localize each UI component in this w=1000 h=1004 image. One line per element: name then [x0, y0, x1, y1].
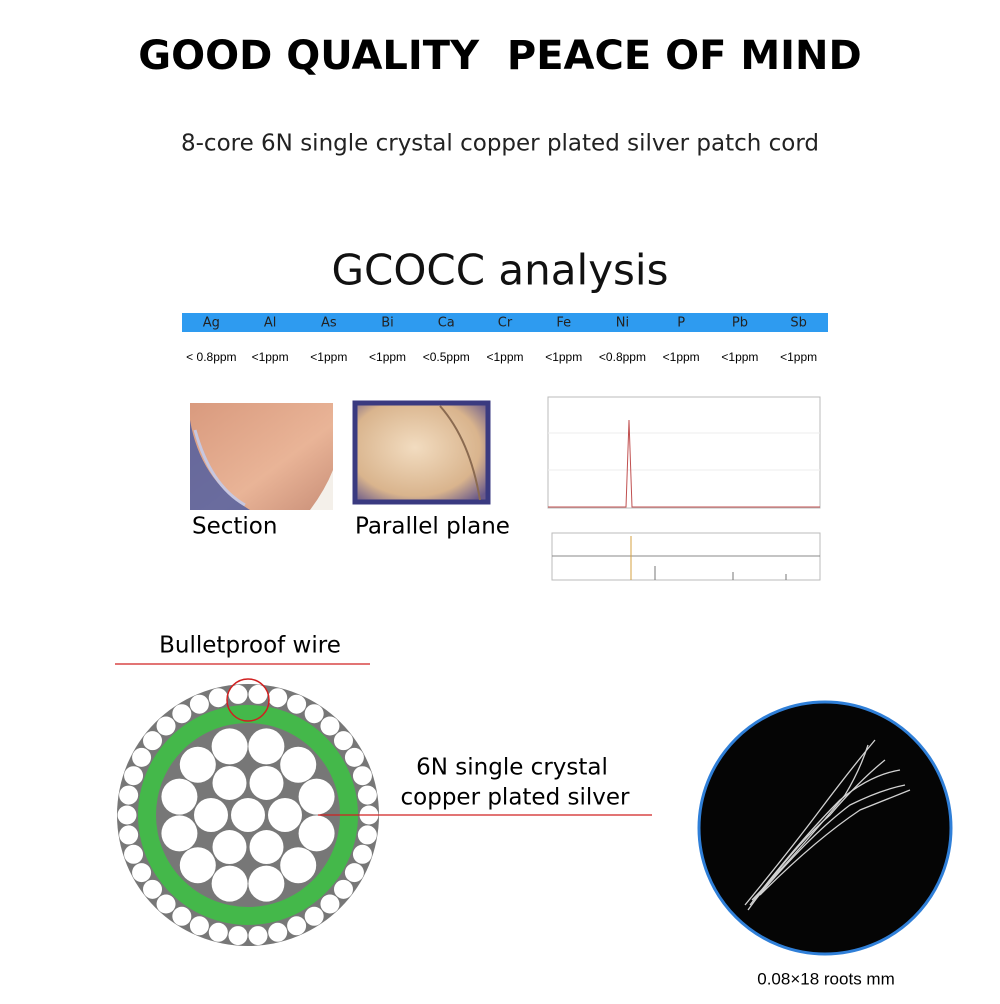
core-strand [212, 830, 247, 865]
element-symbol: Sb [790, 316, 807, 331]
element-symbol: Fe [556, 316, 571, 331]
core-strand [211, 865, 248, 902]
wire-photo [697, 700, 953, 956]
shield-strand [320, 894, 340, 914]
core-strand [211, 728, 248, 765]
element-value: < 0.8ppm [186, 350, 236, 364]
element-symbol: P [677, 316, 685, 331]
shield-strand [208, 688, 228, 708]
shield-strand [189, 916, 209, 936]
shield-strand [304, 704, 324, 724]
core-strand [268, 798, 302, 832]
shield-strand [117, 805, 137, 825]
element-value: <1ppm [486, 350, 523, 364]
element-value: <0.8ppm [599, 350, 646, 364]
shield-strand [132, 863, 152, 883]
core-strand [248, 865, 285, 902]
section-photo [190, 403, 333, 510]
core-strand [280, 847, 317, 884]
shield-strand [132, 747, 152, 767]
core-strand [249, 765, 284, 800]
shield-strand [344, 747, 364, 767]
cable-cross-section [117, 684, 379, 946]
shield-strand [352, 766, 372, 786]
element-symbol: Pb [732, 316, 748, 331]
title: GOOD QUALITY PEACE OF MIND [138, 33, 861, 79]
element-value: <1ppm [545, 350, 582, 364]
shield-strand [304, 906, 324, 926]
shield-strand [156, 894, 176, 914]
element-symbol: Al [264, 316, 277, 331]
element-symbol: Ca [438, 316, 455, 331]
shield-strand [357, 785, 377, 805]
shield-strand [287, 694, 307, 714]
shield-strand [124, 766, 144, 786]
core-strand [298, 815, 335, 852]
element-bar [182, 313, 828, 332]
shield-strand [119, 785, 139, 805]
shield-strand [344, 863, 364, 883]
shield-strand [119, 825, 139, 845]
core-strand [231, 798, 265, 832]
image-caption: Section [192, 514, 277, 540]
element-value: <1ppm [780, 350, 817, 364]
highlight-circle [226, 678, 270, 722]
core-strand [179, 847, 216, 884]
shield-strand [143, 731, 163, 751]
shield-strand [333, 879, 353, 899]
element-table: Ag < 0.8ppm Al <1ppm As <1ppm Bi <1ppm Ca <0.5ppm… [186, 316, 817, 365]
shield-strand [320, 716, 340, 736]
element-value: <1ppm [252, 350, 289, 364]
core-strand [179, 746, 216, 783]
shield-strand [156, 716, 176, 736]
image-caption: Parallel plane [355, 514, 510, 540]
label: copper plated silver [401, 785, 631, 811]
shield-strand [143, 879, 163, 899]
core-strand [298, 778, 335, 815]
xrd-chart [547, 396, 821, 581]
shield-strand [248, 684, 268, 704]
parallel-photo [352, 400, 491, 505]
core-strand [161, 778, 198, 815]
label: Bulletproof wire [159, 633, 341, 659]
shield-strand [357, 825, 377, 845]
shield-strand [189, 694, 209, 714]
shield-strand [228, 926, 248, 946]
subtitle: 8-core 6N single crystal copper plated s… [181, 131, 819, 157]
core-strand [194, 798, 228, 832]
element-value: <1ppm [663, 350, 700, 364]
analysis-title: GCOCC analysis [332, 246, 669, 295]
shield-strand [268, 922, 288, 942]
core-strand [212, 765, 247, 800]
element-symbol: Bi [381, 316, 394, 331]
element-value: <0.5ppm [423, 350, 470, 364]
shield-strand [172, 906, 192, 926]
element-symbol: As [321, 316, 337, 331]
core-strand [161, 815, 198, 852]
core-strand [248, 728, 285, 765]
core-strand [249, 830, 284, 865]
element-value: <1ppm [310, 350, 347, 364]
element-value: <1ppm [369, 350, 406, 364]
shield-strand [124, 844, 144, 864]
shield-strand [208, 922, 228, 942]
photo-caption: 0.08×18 roots mm [757, 969, 895, 988]
element-symbol: Ni [616, 316, 629, 331]
shield-strand [228, 684, 248, 704]
core-strand [280, 746, 317, 783]
shield-strand [287, 916, 307, 936]
shield-strand [352, 844, 372, 864]
shield-strand [333, 731, 353, 751]
element-value: <1ppm [721, 350, 758, 364]
shield-strand [268, 688, 288, 708]
element-symbol: Cr [498, 316, 513, 331]
shield-strand [248, 926, 268, 946]
shield-strand [172, 704, 192, 724]
element-symbol: Ag [203, 316, 220, 331]
label: 6N single crystal [416, 755, 608, 781]
